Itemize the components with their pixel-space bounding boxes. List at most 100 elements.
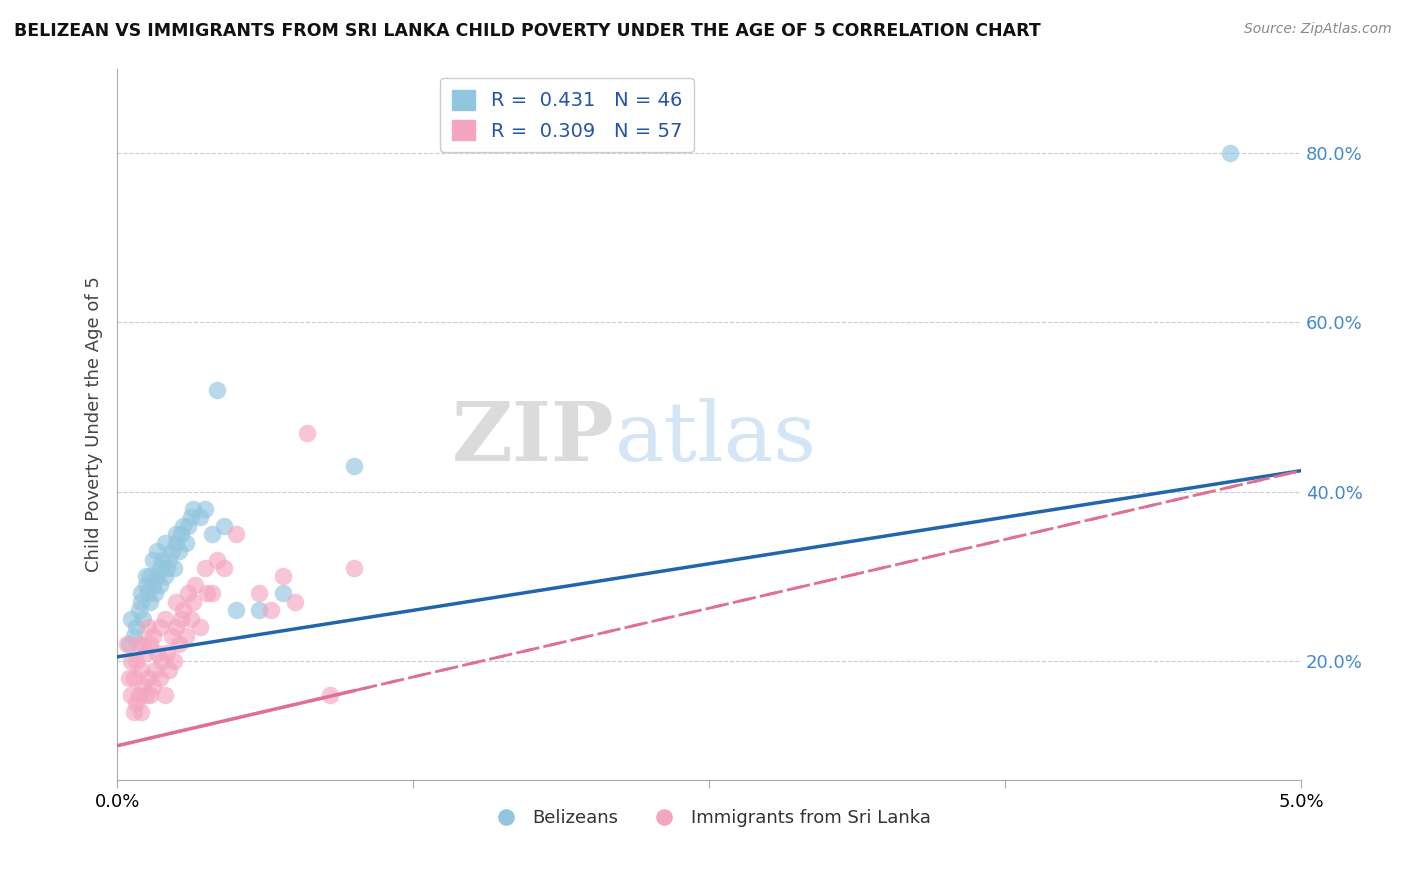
Point (128, 603, 150, 617)
Point (247, 586, 270, 600)
Point (146, 569, 169, 583)
Point (201, 586, 224, 600)
Point (129, 705, 152, 719)
Point (122, 671, 145, 685)
Point (165, 620, 187, 634)
Point (135, 646, 157, 660)
Point (149, 671, 172, 685)
Point (153, 535, 176, 549)
Point (135, 688, 157, 702)
Point (156, 561, 179, 575)
Point (170, 527, 193, 541)
Point (225, 527, 247, 541)
Text: Source: ZipAtlas.com: Source: ZipAtlas.com (1244, 22, 1392, 37)
Point (167, 637, 190, 651)
Point (165, 595, 187, 609)
Point (118, 671, 141, 685)
Point (205, 552, 228, 566)
Point (135, 569, 157, 583)
Point (139, 688, 162, 702)
Point (184, 578, 207, 592)
Point (150, 552, 173, 566)
Point (153, 612, 176, 626)
Point (157, 552, 180, 566)
Point (132, 637, 155, 651)
Point (205, 383, 228, 397)
Point (177, 518, 200, 533)
Y-axis label: Child Poverty Under the Age of 5: Child Poverty Under the Age of 5 (86, 277, 103, 572)
Point (139, 637, 162, 651)
Point (129, 586, 152, 600)
Point (149, 578, 172, 592)
Point (122, 629, 145, 643)
Point (177, 586, 200, 600)
Point (149, 620, 172, 634)
Point (180, 612, 202, 626)
Point (160, 629, 183, 643)
Point (173, 518, 195, 533)
Point (271, 586, 294, 600)
Point (188, 510, 211, 524)
Point (157, 663, 180, 677)
Point (1219, 146, 1241, 161)
Point (195, 586, 218, 600)
Point (153, 569, 176, 583)
Point (125, 654, 148, 668)
Point (129, 663, 152, 677)
Point (163, 654, 186, 668)
Point (139, 595, 162, 609)
Point (343, 561, 366, 575)
Point (165, 527, 187, 541)
Point (139, 569, 162, 583)
Point (142, 578, 165, 592)
Text: atlas: atlas (614, 399, 817, 478)
Text: ZIP: ZIP (451, 399, 614, 478)
Point (146, 646, 169, 660)
Point (143, 663, 166, 677)
Point (153, 688, 176, 702)
Point (163, 561, 186, 575)
Point (225, 603, 247, 617)
Point (295, 425, 318, 440)
Point (181, 595, 204, 609)
Point (181, 501, 204, 516)
Point (136, 620, 159, 634)
Point (132, 680, 155, 694)
Point (260, 603, 283, 617)
Point (143, 586, 166, 600)
Point (128, 637, 150, 651)
Point (120, 612, 142, 626)
Point (170, 612, 193, 626)
Point (125, 620, 148, 634)
Point (271, 569, 294, 583)
Point (343, 459, 366, 474)
Point (174, 535, 197, 549)
Point (173, 603, 195, 617)
Point (149, 561, 172, 575)
Point (247, 603, 270, 617)
Text: BELIZEAN VS IMMIGRANTS FROM SRI LANKA CHILD POVERTY UNDER THE AGE OF 5 CORRELATI: BELIZEAN VS IMMIGRANTS FROM SRI LANKA CH… (14, 22, 1040, 40)
Point (135, 578, 157, 592)
Point (188, 620, 211, 634)
Point (194, 501, 217, 516)
Point (284, 595, 307, 609)
Point (319, 688, 342, 702)
Point (129, 595, 152, 609)
Point (194, 561, 217, 575)
Point (142, 680, 165, 694)
Point (174, 629, 197, 643)
Legend: Belizeans, Immigrants from Sri Lanka: Belizeans, Immigrants from Sri Lanka (481, 802, 938, 835)
Point (136, 586, 159, 600)
Point (201, 527, 224, 541)
Point (128, 688, 150, 702)
Point (120, 688, 142, 702)
Point (212, 518, 235, 533)
Point (142, 629, 165, 643)
Point (136, 671, 159, 685)
Point (120, 654, 142, 668)
Point (125, 697, 148, 711)
Point (132, 612, 155, 626)
Point (180, 510, 202, 524)
Point (118, 637, 141, 651)
Point (212, 561, 235, 575)
